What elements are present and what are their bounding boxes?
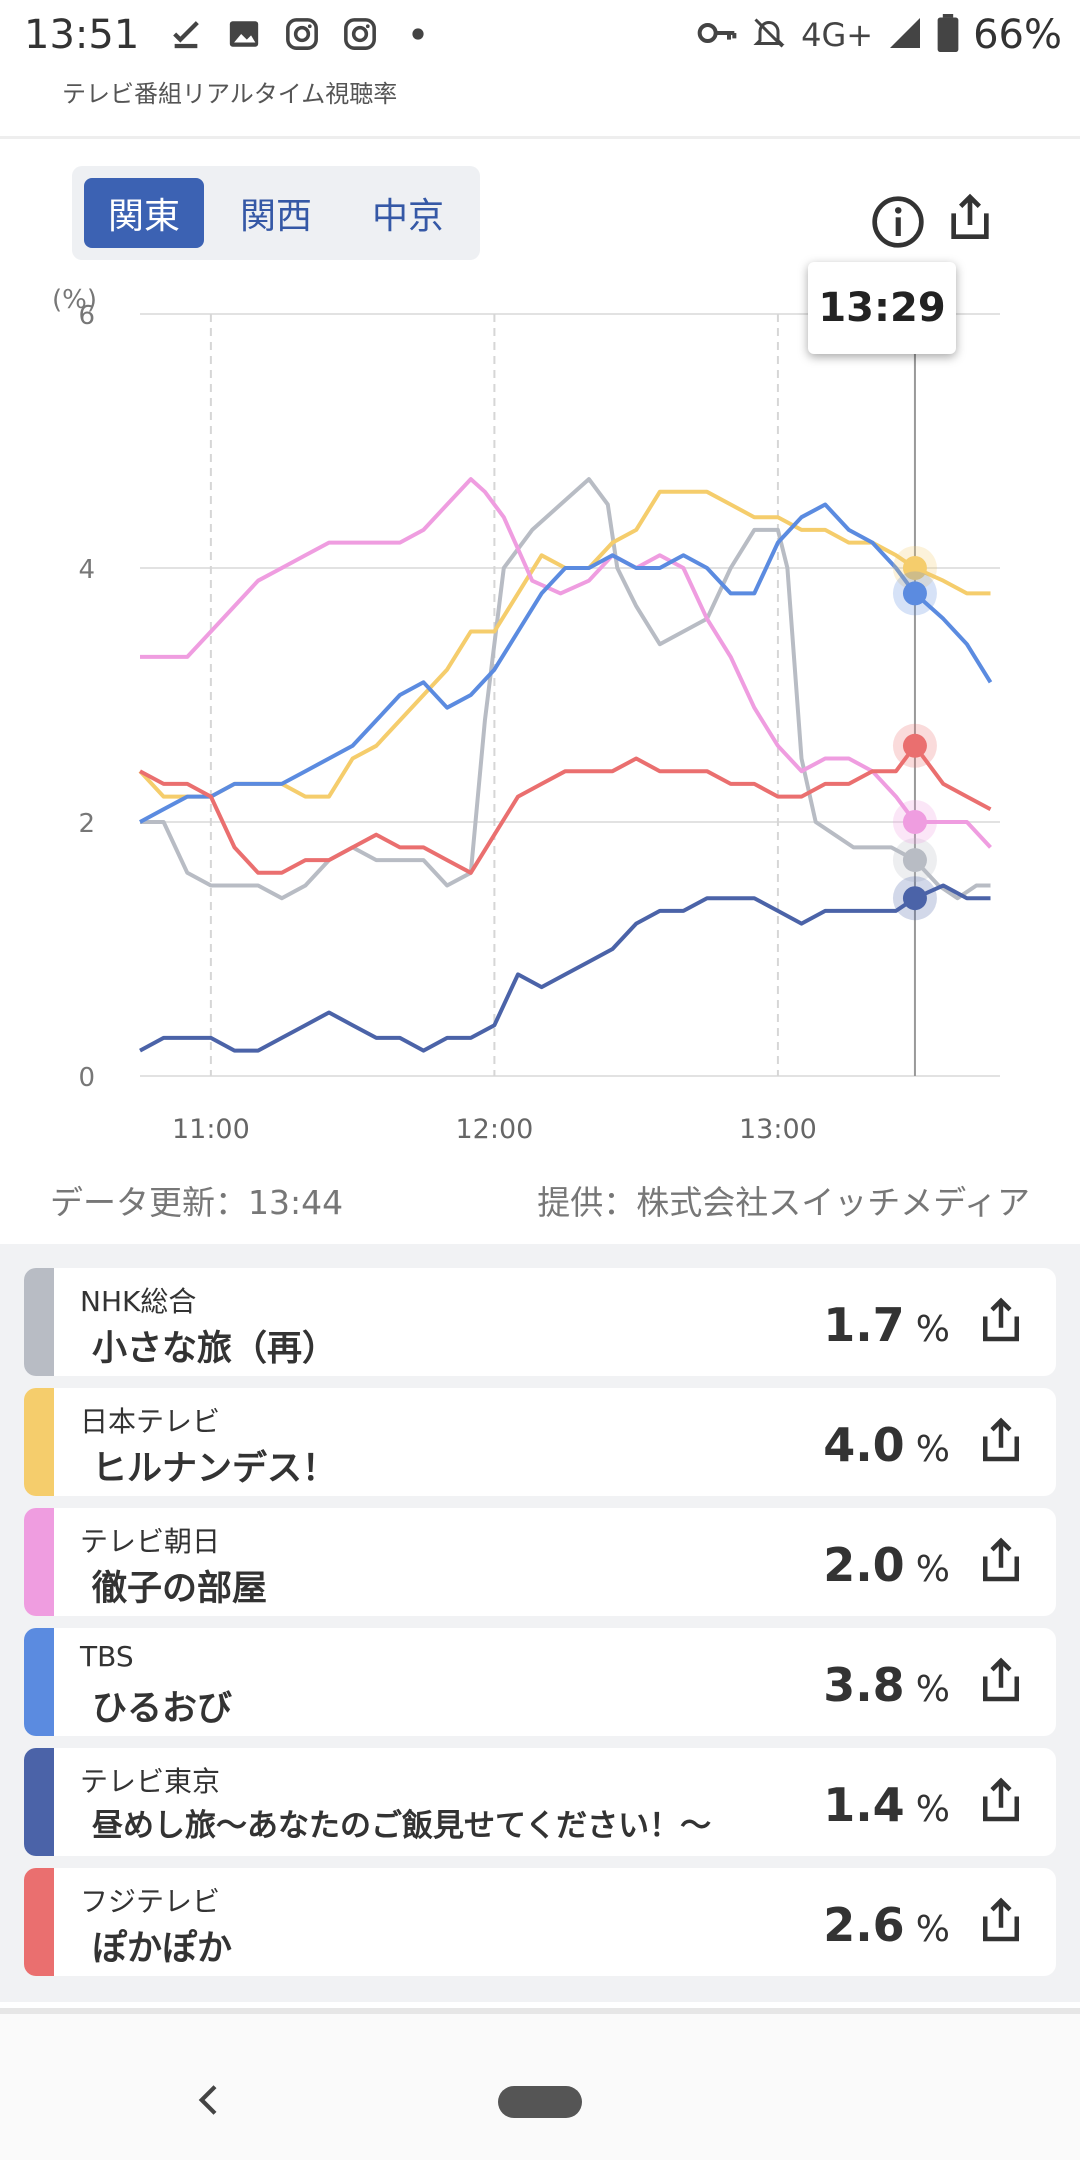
channel-name: テレビ朝日 (80, 1525, 221, 1558)
channel-card-tv-asahi[interactable]: テレビ朝日 徹子の部屋 2.0 % (24, 1508, 1056, 1616)
series-line (140, 477, 991, 901)
rating-unit: % (915, 1549, 950, 1590)
tab-chukyo[interactable]: 中京 (371, 196, 444, 237)
y-tick-label: 6 (78, 301, 95, 331)
rating-value: 1.7 (823, 1298, 905, 1352)
channel-card-nhk[interactable]: NHK総合 小さな旅（再） 1.7 % (24, 1268, 1056, 1376)
program-title: 昼めし旅〜あなたのご飯見せてください！〜 (92, 1808, 712, 1844)
rating-unit: % (915, 1429, 950, 1470)
series-line (139, 502, 993, 824)
program-title: 小さな旅（再） (92, 1329, 338, 1369)
y-unit-label: (%) (52, 285, 97, 315)
status-time: 13:51 (24, 12, 140, 58)
region-selector: 関東 関西 中京 (72, 166, 480, 260)
x-tick-label: 13:00 (739, 1114, 817, 1145)
rating-chart[interactable]: 0 2 4 6 (%) 11:00 12:00 13:00 (0, 270, 1080, 1170)
cursor-time-tooltip: 13:29 (808, 262, 956, 354)
cursor-point (902, 848, 927, 873)
rating-value: 3.8 (823, 1658, 905, 1712)
instagram-icon (340, 14, 380, 54)
tab-kanto[interactable]: 関東 (84, 178, 204, 248)
series-line (139, 743, 992, 875)
program-title: ひるおび (92, 1689, 233, 1729)
cursor-point (902, 556, 927, 580)
y-tick-label: 2 (78, 809, 95, 839)
rating-value: 2.0 (823, 1538, 905, 1592)
tab-kansai[interactable]: 関西 (239, 196, 312, 237)
battery-percent: 66% (973, 12, 1062, 58)
channel-name: テレビ東京 (80, 1765, 221, 1798)
share-icon[interactable] (974, 1654, 1028, 1708)
x-tick-label: 12:00 (455, 1114, 533, 1145)
rating-value: 1.4 (823, 1778, 905, 1832)
channel-color-bar (24, 1628, 54, 1736)
program-title: 徹子の部屋 (92, 1569, 268, 1609)
image-icon (224, 14, 264, 54)
channel-card-tv-tokyo[interactable]: テレビ東京 昼めし旅〜あなたのご飯見せてください！〜 1.4 % (24, 1748, 1056, 1856)
program-title: ヒルナンデス！ (92, 1449, 338, 1489)
vpn-key-icon (697, 18, 737, 52)
cursor-point (902, 886, 927, 911)
channel-card-fuji[interactable]: フジテレビ ぽかぽか 2.6 % (24, 1868, 1056, 1976)
battery-icon (937, 14, 959, 56)
info-icon[interactable] (870, 194, 926, 250)
cursor-point (902, 810, 927, 834)
rating-chart-svg[interactable]: 0 2 4 6(%) 11:00 12:00 13:00 (0, 270, 1080, 1170)
header-divider (0, 136, 1080, 139)
channel-color-bar (24, 1748, 54, 1856)
channel-name: 日本テレビ (80, 1405, 221, 1438)
list-bottom-divider (0, 2008, 1080, 2014)
series-line (140, 477, 992, 849)
series-line (139, 883, 991, 1053)
channel-color-bar (24, 1268, 54, 1376)
network-type: 4G+ (801, 16, 874, 54)
data-provider-label: 提供：株式会社スイッチメディア (537, 1183, 1030, 1222)
rating-unit: % (915, 1309, 950, 1350)
y-tick-label: 0 (78, 1063, 95, 1093)
back-icon[interactable] (190, 2080, 230, 2120)
channel-list: NHK総合 小さな旅（再） 1.7 % 日本テレビ ヒルナンデス！ 4.0 % … (0, 1244, 1080, 2002)
rating-value: 2.6 (823, 1898, 905, 1952)
app-title: テレビ番組リアルタイム視聴率 (62, 80, 398, 108)
channel-name: NHK総合 (80, 1285, 197, 1318)
dot-icon (398, 14, 438, 54)
share-icon[interactable] (974, 1534, 1028, 1588)
channel-name: TBS (80, 1640, 134, 1673)
x-tick-label: 11:00 (172, 1114, 250, 1145)
download-done-icon (166, 14, 206, 54)
home-pill[interactable] (498, 2086, 582, 2118)
system-nav-bar (0, 2014, 1080, 2160)
channel-name: フジテレビ (80, 1885, 221, 1918)
share-icon[interactable] (974, 1894, 1028, 1948)
signal-icon (887, 15, 923, 55)
channel-color-bar (24, 1388, 54, 1496)
share-icon[interactable] (974, 1414, 1028, 1468)
status-bar: 13:51 4G+ 66% (0, 0, 1080, 70)
channel-color-bar (24, 1508, 54, 1616)
rating-value: 4.0 (823, 1418, 905, 1472)
program-title: ぽかぽか (92, 1929, 233, 1969)
rating-unit: % (915, 1909, 950, 1950)
data-updated-label: データ更新：13:44 (50, 1183, 344, 1222)
y-tick-label: 4 (78, 555, 95, 585)
rating-unit: % (915, 1669, 950, 1710)
cursor-point (902, 581, 927, 606)
rating-unit: % (915, 1789, 950, 1830)
cursor-point (902, 733, 927, 758)
channel-color-bar (24, 1868, 54, 1976)
notifications-off-icon (751, 15, 787, 55)
share-icon[interactable] (942, 190, 998, 246)
channel-card-ntv[interactable]: 日本テレビ ヒルナンデス！ 4.0 % (24, 1388, 1056, 1496)
share-icon[interactable] (974, 1774, 1028, 1828)
share-icon[interactable] (974, 1294, 1028, 1348)
channel-card-tbs[interactable]: TBS ひるおび 3.8 % (24, 1628, 1056, 1736)
instagram-icon (282, 14, 322, 54)
